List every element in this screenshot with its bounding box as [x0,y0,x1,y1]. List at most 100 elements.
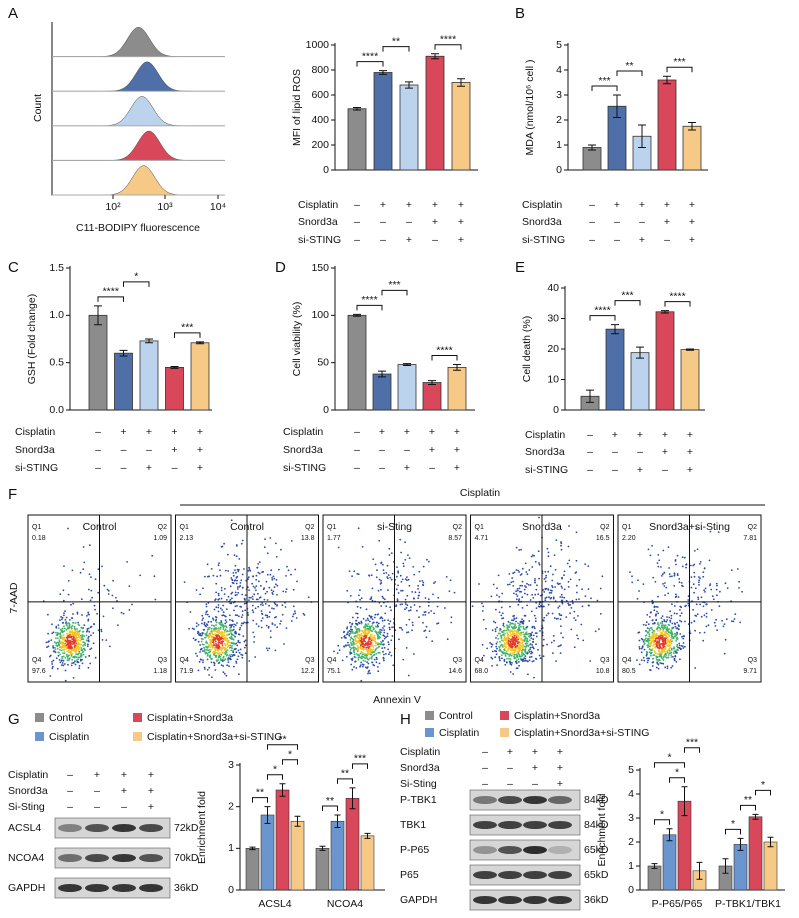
dot [671,526,673,528]
significance-label: * [675,767,679,779]
dot [66,655,69,658]
dot [248,568,251,570]
dot [354,637,357,640]
dot [70,664,73,667]
dot [666,667,669,670]
dot [504,654,507,656]
dot [55,631,57,634]
blot-band [85,854,109,862]
dot [261,612,263,615]
plot-title: Control [83,521,117,533]
dot [248,596,251,599]
dot [83,647,85,650]
dot [354,625,356,628]
dot [215,606,218,609]
dot [522,644,525,647]
blot-band [58,854,82,862]
dot [518,643,521,646]
dot [61,616,64,619]
dot [631,575,633,578]
dot [381,619,384,622]
dot [670,647,673,650]
dot [241,614,244,616]
dot [72,635,75,638]
dot [515,636,518,639]
bar [582,147,602,171]
dot [213,629,215,632]
dot [515,653,517,656]
dot [525,571,528,573]
dot [346,589,349,592]
dot [211,641,214,644]
dot [383,619,386,622]
dot [665,637,667,640]
dot [214,616,217,618]
dot [517,603,520,606]
dot [52,659,55,662]
dot [511,640,514,643]
dot [207,654,209,656]
dot [408,618,411,621]
x-tick-label: P-P65/P65 [652,898,703,910]
dot [598,628,600,630]
dot [662,662,665,665]
significance-label: ** [625,60,633,72]
dot [213,651,216,654]
dot [531,626,534,629]
dot [640,659,643,661]
dot [221,623,224,626]
dot [58,659,61,661]
dot [656,630,659,632]
dot [68,654,70,657]
quadrant-value: 0.18 [32,535,46,542]
condition-mark: – [587,464,593,476]
dot [657,612,660,615]
dot [224,619,227,621]
dot [693,591,695,594]
blot-band [548,821,572,829]
dot [366,648,369,651]
dot [236,586,239,588]
dot [257,592,259,595]
dot [242,635,245,637]
dot [383,646,386,649]
dot [234,635,237,638]
blot-band [473,871,497,879]
dot [433,612,435,615]
dot [195,638,197,641]
dot [388,623,390,625]
dot [77,639,80,641]
dot [378,645,380,648]
dot [271,623,274,625]
dot [587,565,590,567]
significance-label: **** [669,290,685,302]
dot [63,644,66,646]
dot [687,599,690,601]
dot [362,617,365,620]
bar [290,820,305,891]
dot [660,662,663,665]
dot [651,599,654,602]
dot [659,662,662,664]
dot [690,586,693,589]
dot [647,548,650,551]
significance-bracket [382,46,410,52]
dot [695,603,698,606]
dot [81,634,84,636]
dot [675,649,677,652]
dot [533,676,535,679]
blot-band [473,796,497,804]
dot [513,655,515,658]
dot [702,605,705,608]
dot [76,640,78,642]
condition-mark: – [482,746,488,758]
condition-mark: + [404,426,410,438]
dot [703,589,705,592]
dot [226,630,229,632]
dot [523,628,526,631]
dot [520,658,523,661]
dot [528,650,531,653]
dot [733,618,736,620]
dot [276,584,279,587]
dot [63,636,66,639]
